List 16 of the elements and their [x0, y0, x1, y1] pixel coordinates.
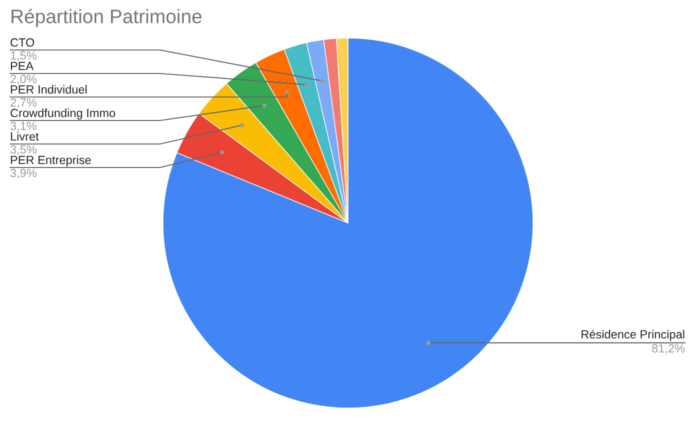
pie-slice: [162, 38, 534, 408]
slice-label: Crowdfunding Immo: [10, 108, 116, 120]
data-label: 81,2%: [652, 344, 685, 354]
slice-label: Livret: [10, 132, 39, 141]
slice-label: PEA: [10, 62, 34, 70]
data-label: 3,1%: [10, 122, 36, 132]
slice-label: PER Individuel: [10, 84, 87, 94]
slice-label: Résidence Principal: [582, 330, 684, 341]
data-label: 2,7%: [10, 98, 36, 108]
data-label: 3,5%: [10, 145, 36, 156]
data-label: 1,5%: [10, 51, 36, 62]
data-label: 2,0%: [10, 74, 36, 85]
chart-title: Répartition Patrimoine: [12, 8, 202, 28]
slice-label: PER Entreprise: [10, 155, 91, 166]
slice-label: CTO: [10, 38, 34, 47]
data-label: 3,9%: [10, 168, 36, 179]
